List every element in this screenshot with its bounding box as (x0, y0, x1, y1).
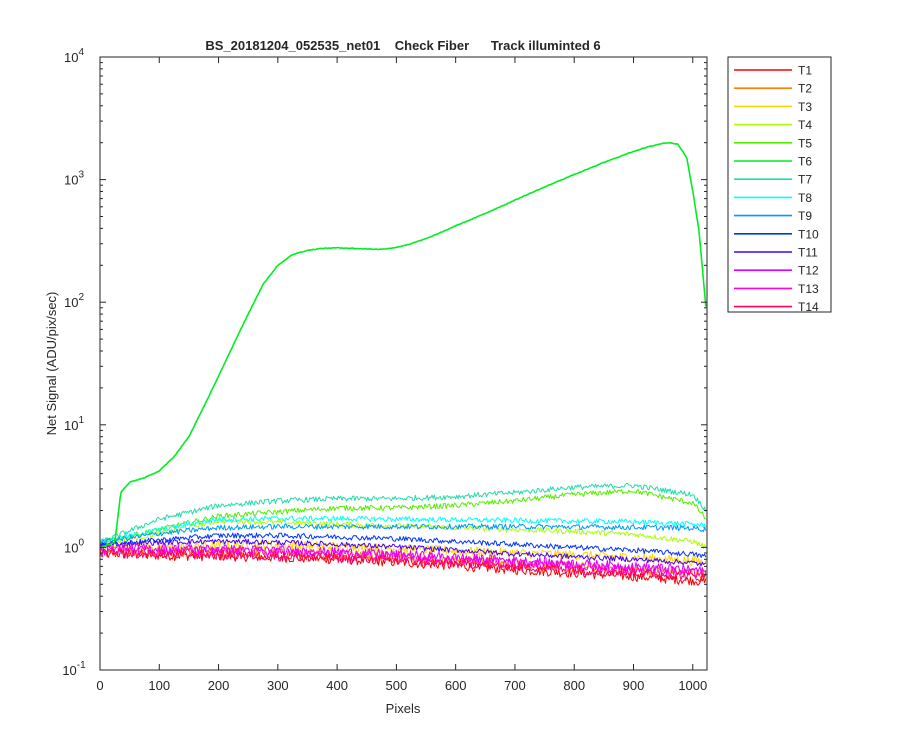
series-line-t8 (100, 515, 707, 545)
legend-label-t2: T2 (798, 82, 812, 96)
legend-label-t12: T12 (798, 264, 819, 278)
x-tick-label: 500 (386, 678, 408, 693)
y-tick-exponent: 2 (78, 292, 84, 303)
y-tick-exponent: 4 (78, 47, 84, 58)
y-tick-label: 100 (64, 537, 84, 555)
y-tick-label: 101 (64, 415, 84, 433)
series-line-t5 (100, 488, 706, 546)
x-tick-label: 700 (504, 678, 526, 693)
y-axis-label: Net Signal (ADU/pix/sec) (44, 292, 59, 436)
x-axis-label: Pixels (386, 701, 421, 716)
legend-label-t4: T4 (798, 118, 812, 132)
x-tick-label: 400 (326, 678, 348, 693)
legend-label-t7: T7 (798, 173, 812, 187)
y-tick-base: 10 (64, 418, 78, 433)
legend-label-t5: T5 (798, 136, 812, 150)
x-tick-label: 600 (445, 678, 467, 693)
legend-label-t6: T6 (798, 155, 812, 169)
x-tick-label: 200 (208, 678, 230, 693)
plot-area: 0 100 200 300 400 500 600 700 800 900 1000 10-1100… (62, 47, 708, 693)
axes-background (100, 57, 707, 670)
x-tick-label: 900 (623, 678, 645, 693)
x-tick-label: 0 (96, 678, 103, 693)
y-tick-base: 10 (62, 663, 76, 678)
x-tick-label: 100 (148, 678, 170, 693)
chart-title: BS_20181204_052535_net01 Check Fiber Tra… (205, 38, 600, 53)
y-tick-exponent: 0 (78, 537, 84, 548)
y-tick-base: 10 (64, 50, 78, 65)
series-line-t9 (100, 523, 707, 545)
series-line-t7 (100, 482, 707, 544)
y-tick-base: 10 (64, 173, 78, 188)
legend-label-t8: T8 (798, 191, 812, 205)
legend-label-t13: T13 (798, 282, 819, 296)
legend-label-t9: T9 (798, 209, 812, 223)
x-tick-label: 1000 (678, 678, 707, 693)
legend-label-t10: T10 (798, 227, 819, 241)
y-tick-exponent: 1 (78, 415, 84, 426)
legend-label-t11: T11 (798, 246, 818, 260)
y-tick-label: 104 (64, 47, 84, 65)
y-tick-label: 10-1 (62, 660, 86, 678)
series-layer (100, 141, 707, 586)
x-axis: 0 100 200 300 400 500 600 700 800 900 1000 (96, 57, 707, 693)
legend-label-t14: T14 (798, 300, 819, 314)
axes-box (99, 56, 708, 671)
y-tick-exponent: 3 (78, 170, 84, 181)
legend-label-t3: T3 (798, 100, 812, 114)
y-tick-exponent: -1 (77, 660, 86, 671)
series-line-t11 (100, 538, 707, 567)
y-tick-label: 103 (64, 170, 84, 188)
series-line-t12 (100, 542, 707, 577)
y-tick-base: 10 (64, 295, 78, 310)
legend: T1 T2 T3 T4 T5 T6 T7 T8 T9 T10 T11 T12 T13 T14 (727, 56, 832, 314)
x-tick-label: 300 (267, 678, 289, 693)
x-tick-label: 800 (563, 678, 585, 693)
series-line-t10 (100, 532, 707, 558)
legend-label-t1: T1 (798, 64, 812, 78)
series-line-t14 (100, 548, 707, 583)
y-tick-base: 10 (64, 540, 78, 555)
series-line-t6 (100, 141, 707, 549)
y-tick-label: 102 (64, 292, 84, 310)
